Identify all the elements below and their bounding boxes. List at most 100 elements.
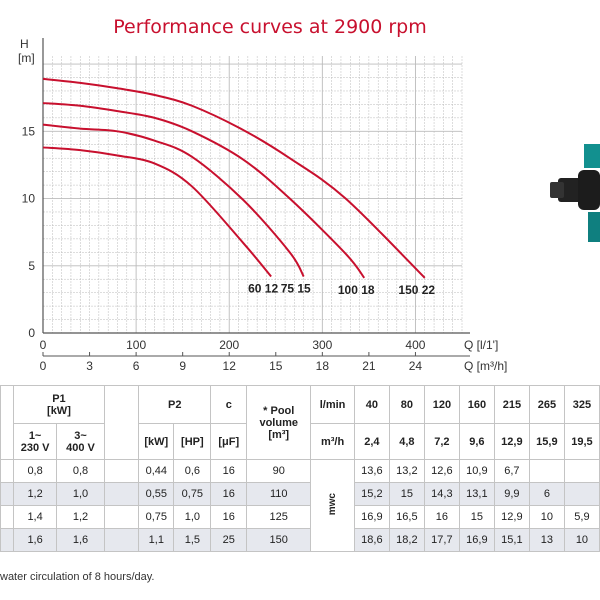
th-m3h-6: 19,5 xyxy=(563,423,600,460)
th-m3h: m³/h xyxy=(310,423,355,460)
th-c-unit: [μF] xyxy=(210,423,248,460)
cell-v xyxy=(0,459,15,483)
th-c: c xyxy=(210,385,248,424)
x2-tick-label: 3 xyxy=(86,359,93,373)
cell-head-6 xyxy=(563,459,600,483)
curve-150-22 xyxy=(42,77,426,279)
cell-p1-3ph: 0,8 xyxy=(56,459,105,483)
curve-100-18 xyxy=(42,102,366,279)
performance-chart: 0 5 10 15 H[m] 0 100 200 300 400 Q [l/1'] 0 3 6 9 12 15 1… xyxy=(18,37,507,373)
th-m3h-3: 9,6 xyxy=(458,423,495,460)
th-flow-4: 215 xyxy=(493,385,530,424)
cell-p1-3ph: 1,2 xyxy=(56,505,105,529)
cell-head-0: 16,9 xyxy=(353,505,390,529)
y-axis-label: H xyxy=(20,37,29,51)
cell-p2-kw: 1,1 xyxy=(138,528,175,552)
cell-head-5: 13 xyxy=(528,528,565,552)
th-flow-1: 80 xyxy=(388,385,425,424)
th-p2-hp: [HP] xyxy=(173,423,212,460)
cell-pool-volume: 125 xyxy=(246,505,312,529)
cell-p1-1ph: 1,6 xyxy=(13,528,58,552)
cell-blank xyxy=(103,505,140,529)
cell-p2-hp: 1,0 xyxy=(173,505,212,529)
x-tick-label: 300 xyxy=(312,338,332,352)
cell-head-0: 15,2 xyxy=(353,482,390,506)
cell-pool-volume: 150 xyxy=(246,528,312,552)
cell-head-3: 10,9 xyxy=(458,459,495,483)
y-axis-unit: [m] xyxy=(18,51,35,65)
th-v xyxy=(0,385,15,460)
chart-labels: 0 5 10 15 H[m] 0 100 200 300 400 Q [l/1'] 0 3 6 9 12 15 1… xyxy=(18,37,507,373)
th-p1-label: P1 [kW] xyxy=(47,392,71,417)
x-tick-label: 400 xyxy=(405,338,425,352)
y-tick-label: 10 xyxy=(22,192,36,206)
cell-p2-kw: 0,44 xyxy=(138,459,175,483)
cell-head-2: 14,3 xyxy=(423,482,460,506)
cell-p2-kw: 0,55 xyxy=(138,482,175,506)
cell-head-4: 15,1 xyxy=(493,528,530,552)
th-m3h-0: 2,4 xyxy=(353,423,390,460)
cell-p2-hp: 0,6 xyxy=(173,459,212,483)
cell-p1-1ph: 1,4 xyxy=(13,505,58,529)
x2-tick-label: 15 xyxy=(269,359,283,373)
cell-blank xyxy=(103,482,140,506)
series-label: 75 15 xyxy=(281,282,311,296)
cell-head-4: 6,7 xyxy=(493,459,530,483)
th-p1-1-label: 1~ 230 V xyxy=(20,429,50,454)
x2-axis-label: Q [m³/h] xyxy=(464,359,507,373)
table-row: 0,8 0,8 0,44 0,6 16 90 mwc 13,6 13,2 12,6 10,9 6,7 xyxy=(0,459,600,552)
cell-head-1: 18,2 xyxy=(388,528,425,552)
pump-image xyxy=(550,144,600,242)
cell-head-5: 10 xyxy=(528,505,565,529)
cell-head-2: 16 xyxy=(423,505,460,529)
cell-head-6: 10 xyxy=(563,528,600,552)
footnote: water circulation of 8 hours/day. xyxy=(0,571,155,583)
y-tick-label: 15 xyxy=(22,124,36,138)
cell-pool-volume: 90 xyxy=(246,459,312,483)
cell-capacitor: 16 xyxy=(210,482,248,506)
cell-head-3: 15 xyxy=(458,505,495,529)
th-m3h-4: 12,9 xyxy=(493,423,530,460)
x-tick-label: 0 xyxy=(40,338,47,352)
chart-curves xyxy=(42,77,426,279)
x2-tick-label: 12 xyxy=(223,359,237,373)
table-row: 1,2 1,0 0,55 0,75 16 110 15,2 15 14,3 13,1 9,9 6 xyxy=(0,482,600,506)
curve-75-15 xyxy=(42,123,305,278)
th-pool-label: * Pool volume [m³] xyxy=(259,404,298,441)
y-tick-label: 0 xyxy=(28,326,35,340)
cell-v xyxy=(0,505,15,529)
th-flow-6: 325 xyxy=(563,385,600,424)
pump-spec-table: P1 [kW] P2 c * Pool volume [m³] l/min 40… xyxy=(0,385,600,552)
table-row: 1,6 1,6 1,1 1,5 25 150 18,6 18,2 17,7 16,9 15,1 13 1… xyxy=(0,528,600,552)
cell-p1-1ph: 0,8 xyxy=(13,459,58,483)
th-pool: * Pool volume [m³] xyxy=(246,385,312,460)
cell-blank xyxy=(103,459,140,483)
series-label: 100 18 xyxy=(338,283,375,297)
cell-head-0: 13,6 xyxy=(353,459,390,483)
th-p1-1: 1~ 230 V xyxy=(13,423,58,460)
cell-head-1: 15 xyxy=(388,482,425,506)
cell-head-4: 9,9 xyxy=(493,482,530,506)
cell-p2-kw: 0,75 xyxy=(138,505,175,529)
cell-capacitor: 16 xyxy=(210,459,248,483)
cell-blank xyxy=(103,528,140,552)
series-label: 60 12 xyxy=(248,282,278,296)
y-tick-label: 5 xyxy=(28,259,35,273)
x2-tick-label: 0 xyxy=(40,359,47,373)
th-p1-3-label: 3~ 400 V xyxy=(66,429,95,454)
cell-p1-3ph: 1,0 xyxy=(56,482,105,506)
cell-head-2: 12,6 xyxy=(423,459,460,483)
x2-tick-label: 18 xyxy=(316,359,330,373)
cell-head-5: 6 xyxy=(528,482,565,506)
th-m3h-1: 4,8 xyxy=(388,423,425,460)
cell-v xyxy=(0,482,15,506)
cell-head-3: 13,1 xyxy=(458,482,495,506)
th-m3h-5: 15,9 xyxy=(528,423,565,460)
cell-head-2: 17,7 xyxy=(423,528,460,552)
cell-mwc: mwc xyxy=(310,459,355,552)
cell-p1-1ph: 1,2 xyxy=(13,482,58,506)
cell-v xyxy=(0,528,15,552)
cell-p2-hp: 0,75 xyxy=(173,482,212,506)
x2-tick-label: 6 xyxy=(133,359,140,373)
series-label: 150 22 xyxy=(398,283,435,297)
